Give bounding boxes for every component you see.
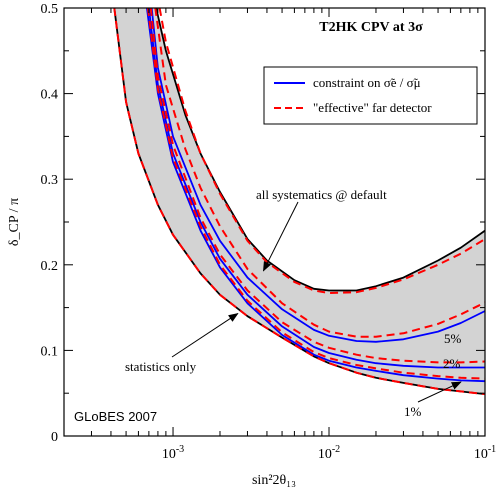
y-tick-label: 0.4 xyxy=(41,88,59,103)
annotation-globes: GLoBES 2007 xyxy=(74,409,157,424)
series-line-constraint-1 xyxy=(146,8,485,383)
y-axis-label: δ_CP / π xyxy=(7,198,22,246)
chart-title: T2HK CPV at 3σ xyxy=(319,20,423,35)
y-tick-label: 0.2 xyxy=(41,259,59,274)
arrow-statistics-only xyxy=(171,313,239,358)
annotation-1-percent: 1% xyxy=(404,404,422,419)
legend: constraint on σ̃e / σ̃μ "effective" far … xyxy=(263,66,478,125)
y-tick-label: 0.5 xyxy=(41,2,59,17)
y-axis-label-text: δ_CP / π xyxy=(7,198,22,246)
series-line-effective-far-detector-1 xyxy=(146,8,485,380)
x-tick-label: 10-2 xyxy=(318,444,340,462)
annotation-5-percent: 5% xyxy=(444,331,462,346)
series-line-effective-far-detector-default xyxy=(158,8,485,294)
x-tick-label: 10-1 xyxy=(474,444,496,462)
y-tick-label: 0 xyxy=(51,430,58,445)
annotation-2-percent: 2% xyxy=(443,356,461,371)
ticks-layer: 0 0.1 0.2 0.3 0.4 0.5 10-3 10-2 10-1 xyxy=(41,2,497,462)
annotation-all-systematics: all systematics @ default xyxy=(256,187,387,202)
legend-box xyxy=(263,66,478,125)
legend-label-constraint: constraint on σ̃e / σ̃μ xyxy=(313,75,421,90)
x-tick-label: 10-3 xyxy=(162,444,184,462)
x-axis-label-text: sin²2θ₁₃ xyxy=(252,473,296,488)
legend-label-effective: "effective" far detector xyxy=(313,100,432,115)
series-line-constraint-5 xyxy=(150,8,485,343)
series-layer xyxy=(113,8,485,396)
series-line-effective-far-detector-statistics xyxy=(113,8,485,396)
band-layer xyxy=(114,8,485,395)
arrow-all-systematics xyxy=(263,201,299,272)
x-axis-label: sin²2θ₁₃ xyxy=(252,473,296,488)
annotation-statistics-only: statistics only xyxy=(125,359,197,374)
y-tick-label: 0.1 xyxy=(41,344,59,359)
y-tick-label: 0.3 xyxy=(41,173,59,188)
series-line-constraint-2 xyxy=(148,8,485,369)
arrow-1-percent xyxy=(417,381,462,403)
series-line-effective-far-detector-5 xyxy=(154,8,485,338)
gray-band xyxy=(114,8,485,395)
